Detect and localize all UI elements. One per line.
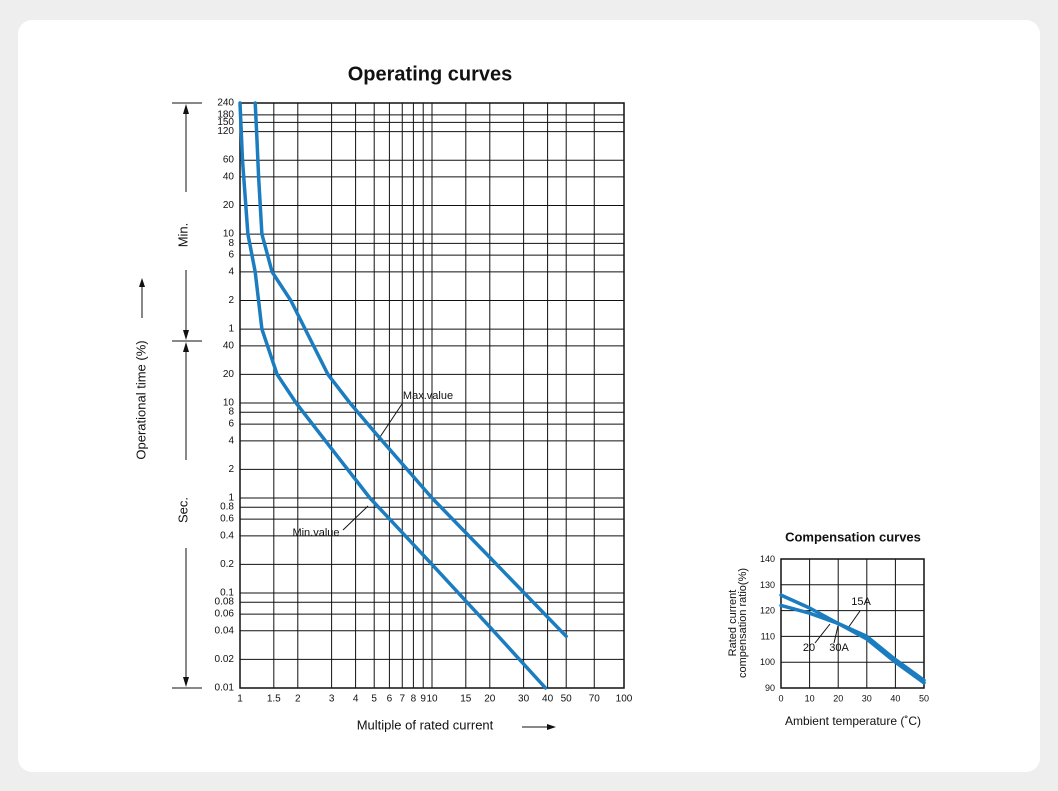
y-tick-label: 0.08 (215, 597, 235, 608)
y-tick-label: 2 (228, 464, 234, 475)
x-tick-label: 50 (561, 694, 573, 705)
y-tick-label: 180 (217, 109, 234, 120)
y-axis-label: compensation ratio(%) (737, 568, 749, 678)
x-tick-label: 20 (833, 693, 843, 703)
y-tick-label: 40 (223, 340, 235, 351)
y-axis-label: Operational time (%) (133, 340, 148, 459)
x-tick-label: 70 (589, 694, 601, 705)
x-tick-label: 0 (778, 693, 783, 703)
y-tick-label: 20 (223, 369, 235, 380)
y-tick-label: 100 (760, 657, 775, 667)
y-tick-label: 140 (760, 554, 775, 564)
y-tick-label: 0.4 (220, 530, 234, 541)
chart-title: Operating curves (348, 63, 513, 85)
annotation: Min. (175, 223, 190, 248)
y-tick-label: 4 (228, 435, 234, 446)
y-tick-label: 0.6 (220, 514, 234, 525)
curve-label: 30A (829, 642, 849, 654)
range-brackets (139, 102, 861, 730)
chart-title: Compensation curves (785, 529, 921, 544)
y-tick-label: 90 (765, 683, 775, 693)
curve (253, 101, 568, 639)
y-tick-label: 10 (223, 229, 235, 240)
curve-label: 15A (851, 596, 871, 608)
y-tick-label: 0.02 (215, 654, 235, 665)
x-tick-label: 20 (484, 694, 496, 705)
annotation: Sec. (175, 497, 190, 523)
x-tick-label: 50 (919, 693, 929, 703)
y-tick-label: 0.04 (215, 625, 235, 636)
y-axis-label: Rated current (727, 590, 739, 657)
y-tick-label: 20 (223, 200, 235, 211)
x-tick-label: 10 (426, 694, 438, 705)
x-axis-label: Ambient temperature (˚C) (785, 714, 921, 728)
y-tick-label: 6 (228, 419, 234, 430)
x-tick-label: 6 (387, 694, 393, 705)
y-tick-label: 60 (223, 155, 235, 166)
x-tick-label: 3 (329, 694, 335, 705)
curve (238, 101, 548, 690)
x-tick-label: 2 (295, 694, 301, 705)
curve (779, 593, 926, 685)
x-tick-label: 4 (353, 694, 359, 705)
annotation: 20 (803, 642, 815, 654)
y-tick-label: 150 (217, 117, 234, 128)
y-tick-label: 240 (217, 98, 234, 109)
y-tick-label: 40 (223, 171, 235, 182)
x-tick-label: 40 (542, 694, 554, 705)
y-tick-label: 130 (760, 580, 775, 590)
x-axis-label: Multiple of rated current (357, 717, 494, 732)
y-tick-label: 4 (228, 266, 234, 277)
x-tick-label: 40 (890, 693, 900, 703)
curve-label: Min.value (292, 527, 339, 539)
curve-label: Max.value (403, 390, 453, 402)
x-tick-label: 7 (399, 694, 405, 705)
x-tick-label: 9 (420, 694, 426, 705)
y-tick-label: 0.8 (220, 502, 234, 513)
y-tick-label: 120 (760, 606, 775, 616)
y-tick-label: 0.1 (220, 588, 234, 599)
y-tick-label: 6 (228, 250, 234, 261)
x-tick-label: 15 (460, 694, 472, 705)
y-tick-label: 0.2 (220, 559, 234, 570)
x-tick-label: 8 (411, 694, 417, 705)
y-tick-label: 10 (223, 398, 235, 409)
y-tick-label: 1 (228, 324, 234, 335)
y-tick-label: 0.01 (215, 683, 235, 694)
x-tick-label: 30 (518, 694, 530, 705)
x-tick-label: 5 (371, 694, 377, 705)
x-tick-label: 30 (862, 693, 872, 703)
y-tick-label: 8 (228, 238, 234, 249)
y-tick-label: 8 (228, 407, 234, 418)
x-tick-label: 1.5 (267, 694, 281, 705)
y-tick-label: 0.06 (215, 609, 235, 620)
x-tick-label: 10 (805, 693, 815, 703)
y-tick-label: 110 (761, 631, 775, 641)
chart: 1 1.5 2 3 4 5 6 7 8 9 10 15 20 30 40 50 70 10024018015012… (133, 63, 632, 732)
y-tick-label: 1 (228, 493, 234, 504)
x-tick-label: 100 (616, 694, 633, 705)
y-tick-label: 2 (228, 295, 234, 306)
chart: 0 10 20 30 40 50 90 100 110 120 130 140 15A 30A 20 Comp… (727, 529, 929, 728)
y-tick-label: 120 (217, 126, 234, 137)
x-tick-label: 1 (237, 694, 243, 705)
